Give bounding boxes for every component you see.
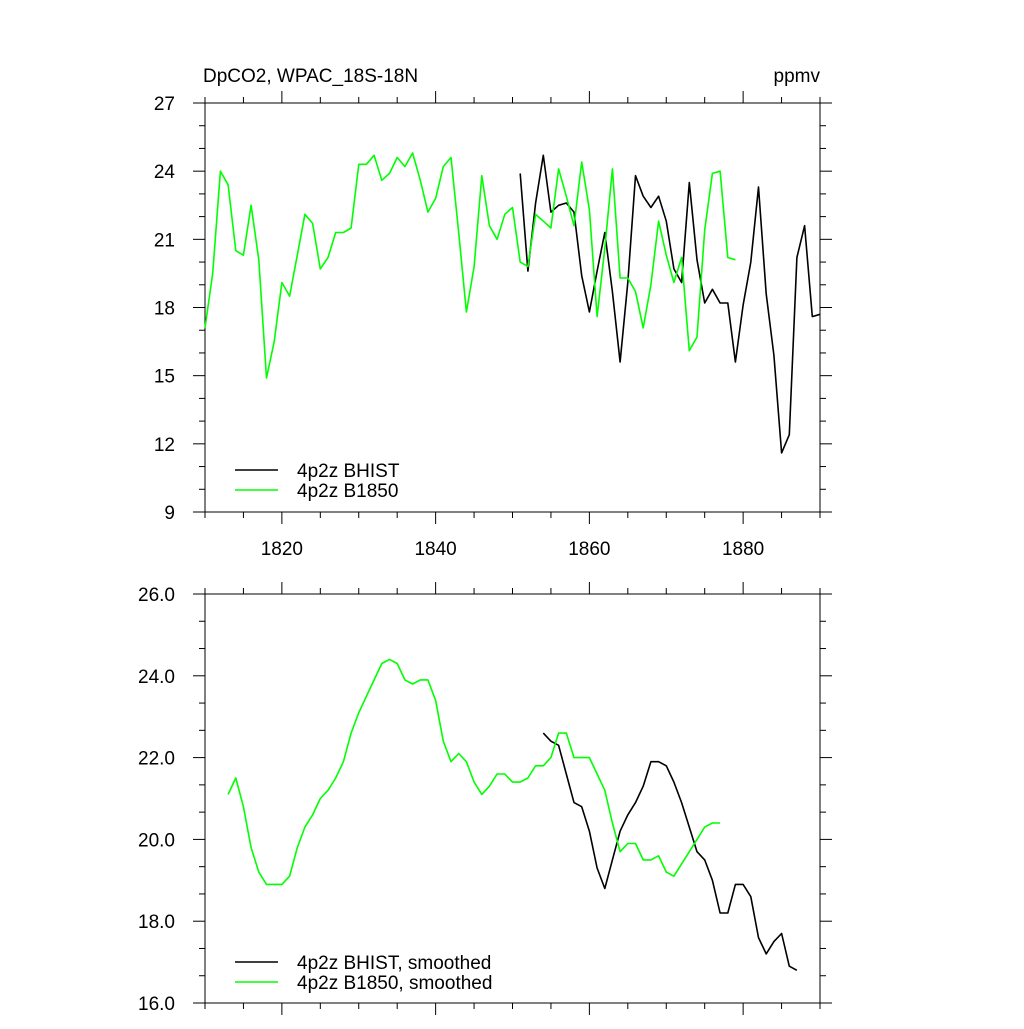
y-tick-label: 21 — [154, 230, 175, 251]
chart-title: DpCO2, WPAC_18S-18N — [203, 66, 418, 87]
chart-units: ppmv — [774, 66, 821, 87]
x-tick-label: 1840 — [414, 539, 456, 560]
series-line-0 — [519, 154, 821, 454]
legend-label-1: 4p2z B1850 — [297, 481, 398, 502]
series-line-0 — [542, 732, 798, 972]
y-tick-label: 24 — [154, 162, 176, 183]
top-panel: DpCO2, WPAC_18S-18N ppmv 1820 1840 1860 1880 9… — [154, 66, 832, 560]
y-tick-label: 20.0 — [138, 830, 175, 851]
y-tick-label: 22.0 — [138, 749, 175, 770]
y-tick-label: 18 — [154, 299, 175, 320]
bottom-panel: 16.0 18.0 20.0 22.0 24.0 26.0 4p2z BHIST, smoo… — [138, 582, 832, 1015]
series-line-1 — [204, 152, 736, 379]
legend-label-0: 4p2z BHIST, smoothed — [297, 953, 491, 974]
y-tick-label: 26.0 — [138, 585, 175, 606]
x-tick-label: 1860 — [568, 539, 610, 560]
y-tick-label: 12 — [154, 435, 175, 456]
x-tick-label: 1880 — [722, 539, 764, 560]
y-tick-label: 16.0 — [138, 994, 175, 1015]
x-tick-label: 1820 — [261, 539, 303, 560]
y-tick-label: 9 — [164, 503, 175, 524]
legend-label-0: 4p2z BHIST — [297, 461, 400, 482]
y-tick-label: 15 — [154, 367, 175, 388]
plot-frame — [204, 593, 821, 1004]
legend-label-1: 4p2z B1850, smoothed — [297, 973, 492, 994]
y-tick-label: 27 — [154, 94, 175, 115]
series-line-1 — [227, 658, 721, 886]
y-tick-label: 18.0 — [138, 912, 175, 933]
y-tick-label: 24.0 — [138, 667, 175, 688]
